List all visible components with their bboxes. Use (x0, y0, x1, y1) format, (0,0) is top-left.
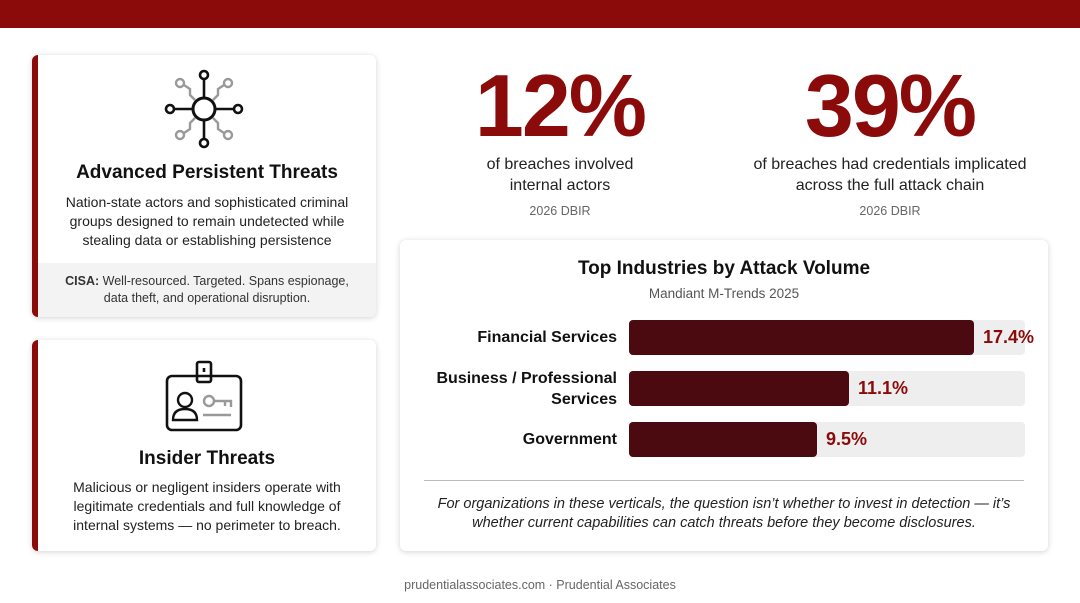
chart-subtitle: Mandiant M-Trends 2025 (648, 286, 800, 301)
bar-track: 17.4% (629, 320, 1034, 355)
stat-value: 12% (474, 56, 647, 155)
stat-internal-actors: 12% of breaches involved internal actors… (450, 56, 670, 219)
insider-card: Insider Threats Malicious or negligent i… (32, 340, 376, 551)
cisa-label: CISA: (65, 274, 100, 288)
page-footer: prudentialassociates.com · Prudential As… (404, 578, 676, 592)
bar (629, 320, 974, 355)
apt-card: Advanced Persistent Threats Nation-state… (32, 55, 376, 317)
cisa-text: Well-resourced. Targeted. Spans espionag… (102, 274, 349, 305)
stat-description: of breaches involved internal actors (486, 156, 634, 194)
apt-description: Nation-state actors and sophisticated cr… (65, 194, 349, 248)
bar-value-label: 9.5% (826, 429, 868, 449)
stat-source: 2026 DBIR (529, 204, 591, 218)
bar-label: Financial Services (477, 329, 617, 346)
bar-track: 9.5% (629, 422, 1025, 457)
top-accent-bar (0, 0, 1080, 28)
stat-source: 2026 DBIR (859, 204, 921, 218)
id-badge-icon (165, 360, 243, 432)
bar-track: 11.1% (629, 371, 1025, 406)
bar-label: Business / Professional Services (436, 369, 617, 408)
bar (629, 371, 849, 406)
bar-value-label: 11.1% (858, 378, 909, 398)
chart-footnote: For organizations in these verticals, th… (437, 496, 1011, 531)
stat-description: of breaches had credentials implicated a… (753, 156, 1027, 194)
chart-divider (424, 480, 1024, 481)
chart-title: Top Industries by Attack Volume (577, 258, 871, 279)
cisa-note: CISA: Well-resourced. Targeted. Spans es… (38, 263, 376, 317)
network-hub-icon (164, 69, 244, 149)
bar-value-label: 17.4% (983, 327, 1035, 347)
bar (629, 422, 817, 457)
bar-label: Government (522, 431, 617, 448)
insider-title: Insider Threats (138, 448, 276, 469)
stat-value: 39% (804, 56, 977, 155)
industry-chart-card: Top Industries by Attack Volume Mandiant… (400, 240, 1048, 551)
insider-description: Malicious or negligent insiders operate … (73, 479, 341, 533)
stat-credentials: 39% of breaches had credentials implicat… (730, 56, 1050, 219)
apt-title: Advanced Persistent Threats (76, 162, 338, 183)
